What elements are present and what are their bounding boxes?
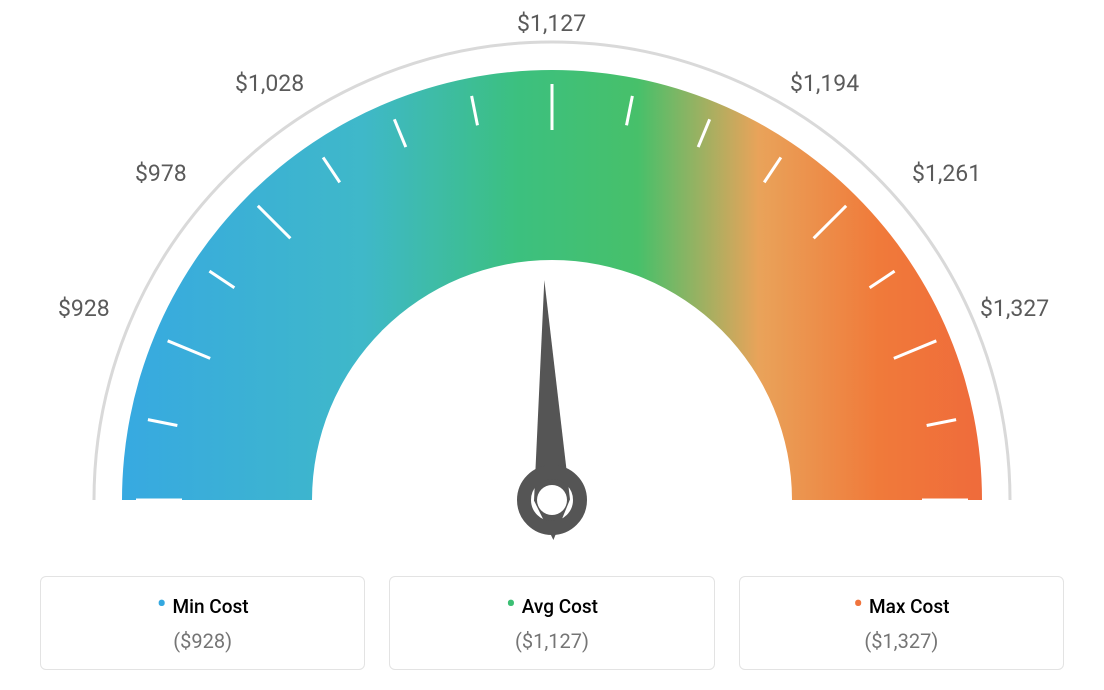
legend-card-min: • Min Cost ($928) (40, 576, 365, 671)
gauge-tick-label: $978 (135, 160, 187, 187)
gauge-tick-label: $1,194 (790, 70, 859, 97)
gauge-tick-label: $928 (58, 295, 110, 322)
gauge-tick-label: $1,327 (980, 295, 1049, 322)
legend-title-avg: • Avg Cost (506, 595, 598, 618)
legend-label: Avg Cost (522, 595, 598, 618)
gauge-tick-label: $1,127 (517, 10, 586, 37)
dot-icon: • (157, 599, 167, 609)
legend-label: Max Cost (869, 595, 949, 618)
legend-title-max: • Max Cost (853, 595, 949, 618)
dot-icon: • (853, 599, 863, 609)
legend-label: Min Cost (173, 595, 249, 618)
legend-value-max: ($1,327) (740, 629, 1063, 653)
dot-icon: • (506, 599, 516, 609)
gauge-tick-label: $1,028 (235, 70, 304, 97)
legend-card-max: • Max Cost ($1,327) (739, 576, 1064, 671)
gauge-tick-label: $1,261 (912, 160, 981, 187)
gauge-svg (82, 20, 1022, 580)
gauge-chart: $928 $978 $1,028 $1,127 $1,194 $1,261 $1,327 (0, 0, 1104, 575)
legend-value-avg: ($1,127) (390, 629, 713, 653)
legend-value-min: ($928) (41, 629, 364, 653)
legend-card-avg: • Avg Cost ($1,127) (389, 576, 714, 671)
legend-row: • Min Cost ($928) • Avg Cost ($1,127) • … (40, 576, 1064, 671)
legend-title-min: • Min Cost (157, 595, 249, 618)
